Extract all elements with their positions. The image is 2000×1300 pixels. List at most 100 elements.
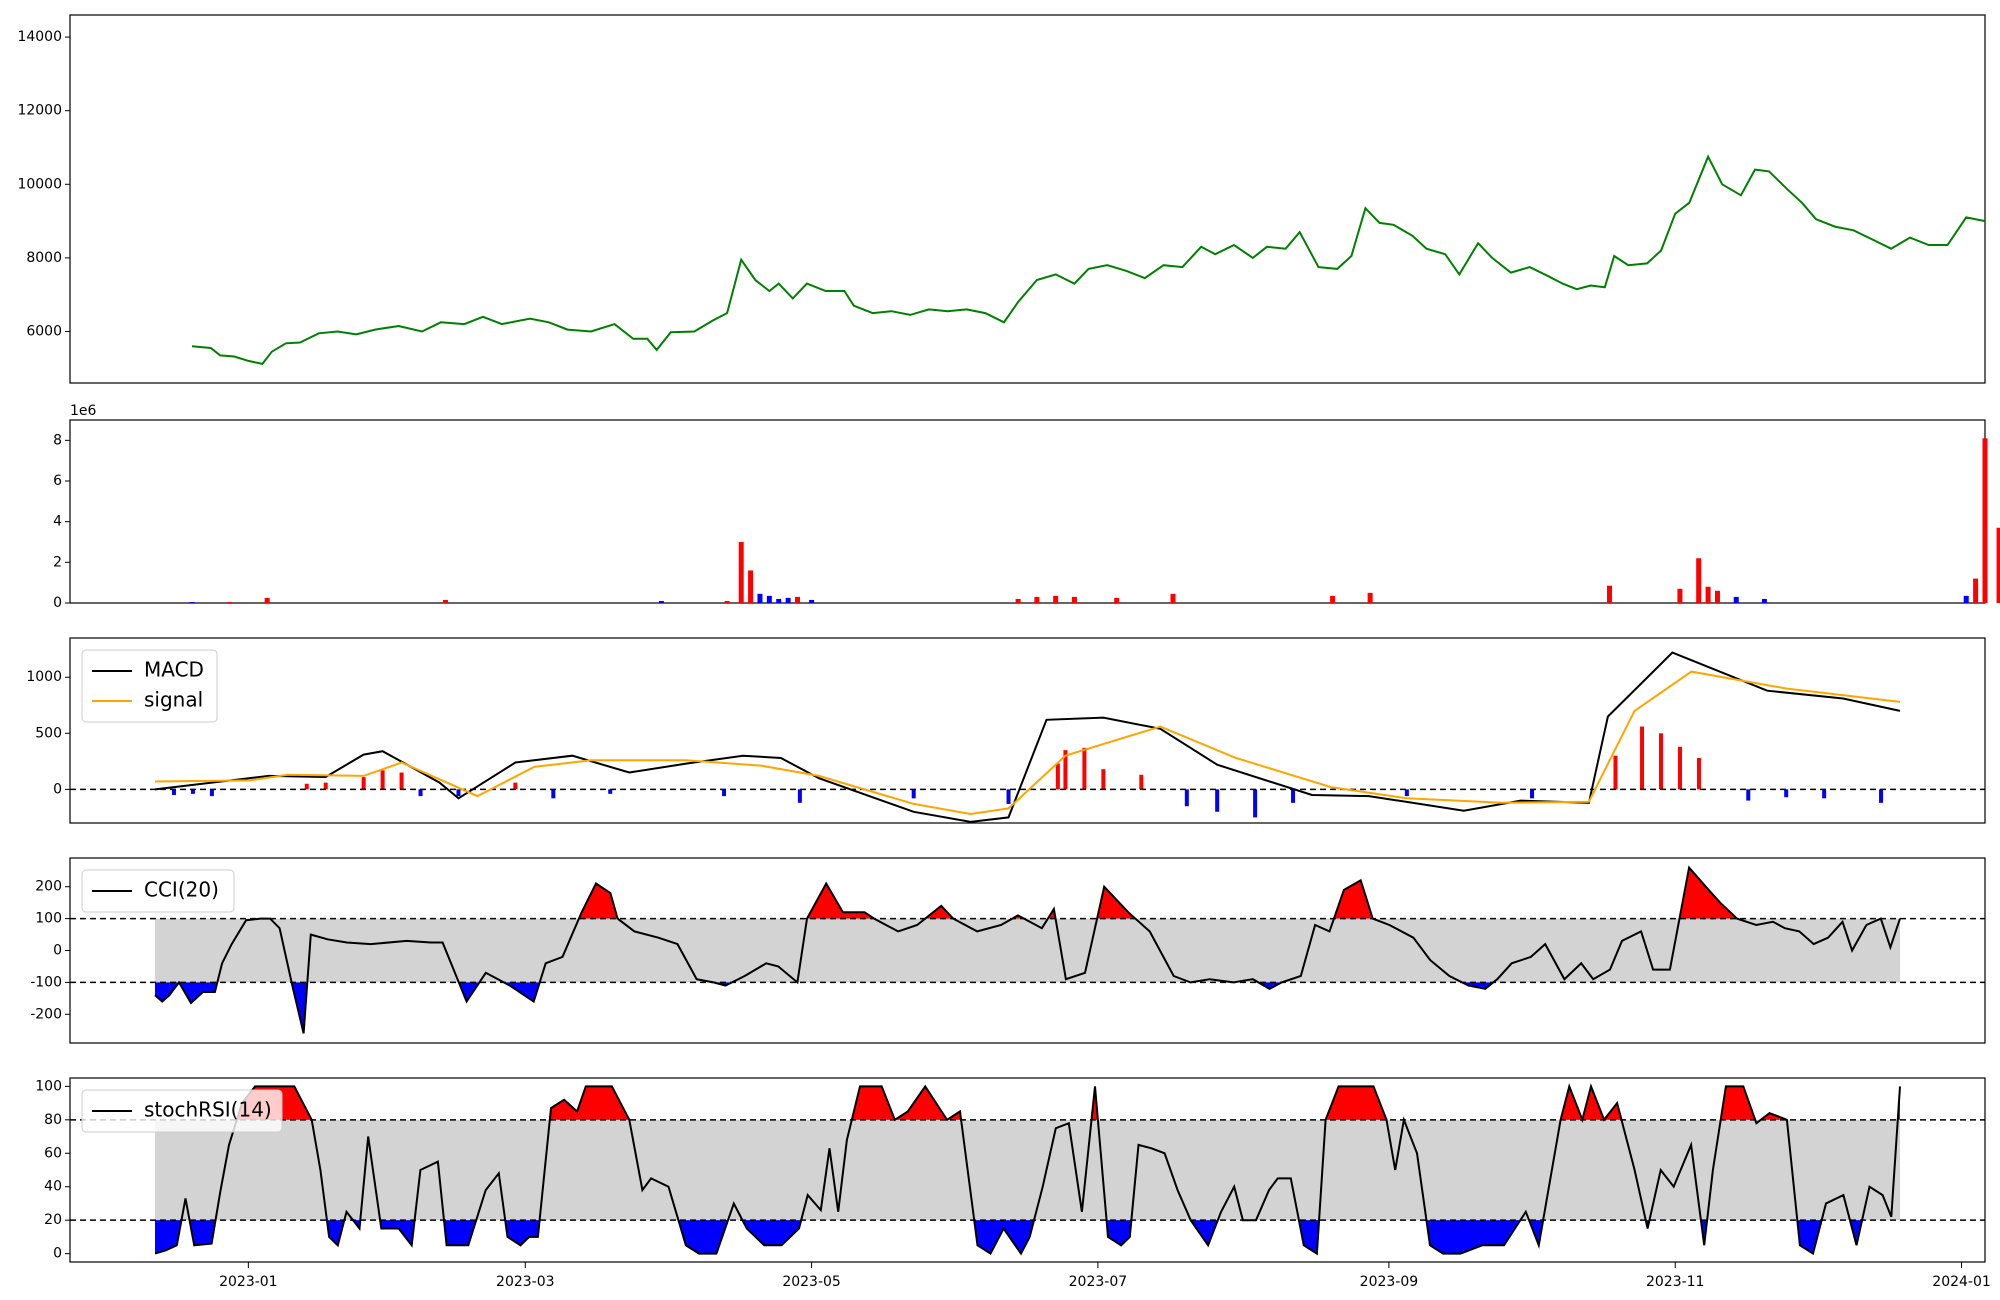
y-tick-label: 200 <box>35 879 62 895</box>
oversold-fill <box>1258 982 1282 989</box>
y-tick-label: 14000 <box>17 29 62 45</box>
macd-histogram-bar <box>1696 757 1701 790</box>
volume-bar <box>748 570 754 603</box>
volume-bar <box>189 601 195 603</box>
y-tick-label: 6 <box>53 473 62 489</box>
macd-histogram-bar <box>1139 774 1144 790</box>
volume-bar <box>1996 527 2000 603</box>
y-tick-label: 20 <box>44 1212 62 1228</box>
macd-panel: 0 500 1000 MACD signal <box>26 637 1986 824</box>
y-tick-label: 60 <box>44 1145 62 1161</box>
macd-histogram-bar <box>380 770 385 790</box>
y-tick-label: 0 <box>53 1246 62 1262</box>
y-tick-label: 40 <box>44 1179 62 1195</box>
volume-bar <box>1053 595 1059 603</box>
macd-histogram-bar <box>1746 789 1751 801</box>
macd-histogram-bar <box>513 782 518 790</box>
oversold-fill <box>1797 1220 1822 1254</box>
volume-bar <box>1705 586 1711 603</box>
x-tick-label: 2023-05 <box>782 1274 841 1290</box>
oversold-fill <box>742 1220 802 1246</box>
band-fill <box>155 1119 1900 1221</box>
legend-box <box>81 1089 283 1133</box>
macd-histogram-bar <box>361 777 366 790</box>
volume-bar <box>658 600 664 603</box>
y-tick-label: 8 <box>53 432 62 448</box>
macd-histogram-bar <box>209 789 214 797</box>
legend-box <box>81 869 235 913</box>
y-tick-label: 80 <box>44 1112 62 1128</box>
macd-histogram-bar <box>551 789 556 799</box>
y-tick-label: 100 <box>35 911 62 927</box>
macd-histogram-bar <box>1677 746 1682 790</box>
macd-histogram-bar <box>1879 789 1884 803</box>
macd-histogram-bar <box>1530 789 1535 799</box>
y-tick-label: 100 <box>35 1078 62 1094</box>
legend-label: CCI(20) <box>144 878 219 902</box>
oversold-fill <box>1190 1220 1218 1246</box>
oversold-fill <box>678 1220 728 1254</box>
macd-histogram-bar <box>608 789 613 794</box>
band-fill <box>155 918 1900 983</box>
macd-histogram-bar <box>797 789 802 803</box>
volume-bar <box>1034 596 1040 603</box>
panel-frame <box>69 14 1986 384</box>
panel-frame <box>69 637 1986 824</box>
volume-bar <box>1677 588 1683 603</box>
volume-bar <box>1114 597 1120 603</box>
y-tick-label: 2 <box>53 554 62 570</box>
x-tick-label: 2023-07 <box>1069 1274 1128 1290</box>
volume-bar <box>766 595 772 603</box>
y-tick-label: 500 <box>35 725 62 741</box>
x-tick-label: 2023-11 <box>1646 1274 1705 1290</box>
volume-bar <box>264 597 270 603</box>
y-tick-label: 6000 <box>26 323 62 339</box>
signal-line <box>154 670 1901 816</box>
legend-label: MACD <box>144 658 204 682</box>
stochrsi-panel: 0 20 40 60 80 100 stochRSI(14) <box>35 1077 1986 1263</box>
legend-box <box>81 649 218 723</box>
y-tick-label: -200 <box>30 1006 62 1022</box>
overbought-fill <box>851 1086 962 1120</box>
y-tick-label: 0 <box>53 595 62 611</box>
macd-histogram-bar <box>456 789 461 797</box>
macd-histogram-bar <box>1404 789 1409 797</box>
volume-bar <box>1733 596 1739 603</box>
oversold-fill <box>326 1220 345 1246</box>
volume-bar <box>809 599 815 603</box>
oversold-fill <box>1849 1220 1863 1246</box>
volume-bar <box>738 542 744 603</box>
macd-histogram-bar <box>323 782 328 790</box>
volume-bar <box>1170 593 1176 603</box>
volume-bar <box>442 599 448 603</box>
macd-histogram-bar <box>304 783 309 790</box>
macd-line <box>154 651 1901 823</box>
macd-histogram-bar <box>1055 763 1060 790</box>
oversold-fill <box>380 1220 415 1246</box>
macd-histogram-bar <box>911 789 916 799</box>
volume-bar <box>1367 592 1373 603</box>
overbought-fill <box>925 905 954 919</box>
volume-bar <box>795 596 801 603</box>
macd-histogram-bar <box>1822 789 1827 799</box>
volume-bar <box>757 593 763 603</box>
overbought-fill <box>1325 1086 1387 1120</box>
macd-histogram-bar <box>1613 755 1618 790</box>
volume-bar <box>227 601 233 603</box>
volume-bar <box>1714 590 1720 603</box>
volume-bar <box>785 597 791 603</box>
y-tick-label: 0 <box>53 943 62 959</box>
scale-label: 1e6 <box>70 403 97 419</box>
overbought-fill <box>549 1086 630 1120</box>
overbought-fill <box>1560 1086 1622 1120</box>
macd-histogram-bar <box>1063 750 1068 790</box>
macd-histogram-bar <box>1640 726 1645 790</box>
macd-histogram-bar <box>1184 789 1189 807</box>
macd-histogram-bar <box>1006 789 1011 804</box>
price-panel: 6000 8000 10000 12000 14000 <box>17 14 1986 384</box>
oversold-fill <box>458 982 480 1002</box>
volume-bar <box>1761 598 1767 603</box>
macd-histogram-bar <box>1101 769 1106 790</box>
macd-histogram-bar <box>1253 789 1258 818</box>
